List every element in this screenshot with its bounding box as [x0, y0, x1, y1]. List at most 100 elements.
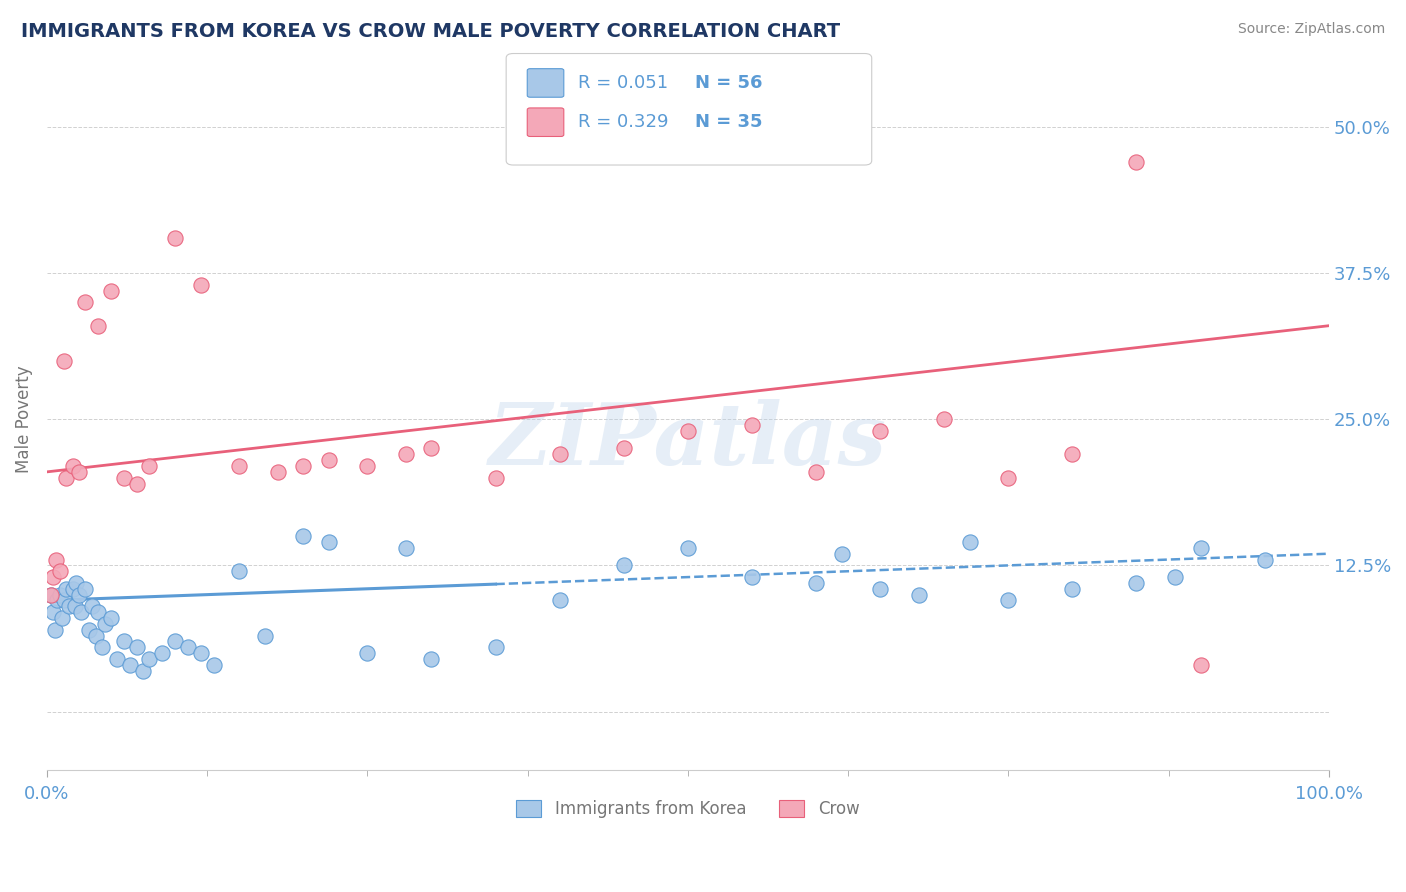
Point [1125, 155, 1147, 169]
Text: Source: ZipAtlas.com: Source: ZipAtlas.com [1237, 22, 1385, 37]
Point [80, 599, 103, 614]
Point [112, 471, 135, 485]
Point [138, 652, 160, 666]
Text: R = 0.051: R = 0.051 [578, 74, 668, 92]
Point [77, 623, 100, 637]
Point [318, 453, 340, 467]
Point [42, 570, 65, 584]
Point [138, 458, 160, 473]
Point [934, 412, 956, 426]
Point [869, 424, 891, 438]
Point [63, 599, 86, 614]
Point [741, 570, 763, 584]
Point [1125, 576, 1147, 591]
Point [84, 628, 107, 642]
Point [676, 424, 699, 438]
Point [997, 593, 1019, 607]
Point [266, 465, 288, 479]
Point [93, 616, 115, 631]
Point [676, 541, 699, 555]
Point [318, 535, 340, 549]
Point [45, 552, 67, 566]
Point [356, 458, 378, 473]
Point [190, 646, 212, 660]
Point [91, 640, 114, 655]
Point [202, 657, 225, 672]
Point [58, 599, 80, 614]
Point [1189, 657, 1212, 672]
Point [70, 605, 93, 619]
Point [997, 471, 1019, 485]
Point [65, 576, 87, 591]
Point [112, 634, 135, 648]
Point [804, 576, 827, 591]
Point [1062, 447, 1084, 461]
Point [100, 611, 122, 625]
Point [1164, 570, 1187, 584]
Point [1253, 552, 1275, 566]
Point [395, 447, 418, 461]
Point [125, 476, 148, 491]
Point [484, 640, 506, 655]
Point [253, 628, 276, 642]
Point [1189, 541, 1212, 555]
Point [150, 646, 173, 660]
Point [48, 564, 70, 578]
Point [177, 640, 200, 655]
Text: ZIPatlas: ZIPatlas [489, 399, 887, 482]
Point [67, 588, 90, 602]
Point [39, 588, 62, 602]
Point [292, 458, 315, 473]
Point [420, 442, 443, 456]
Point [39, 588, 62, 602]
Y-axis label: Male Poverty: Male Poverty [15, 366, 32, 473]
Point [869, 582, 891, 596]
Point [125, 640, 148, 655]
Point [395, 541, 418, 555]
Point [1062, 582, 1084, 596]
Point [52, 353, 75, 368]
Point [356, 646, 378, 660]
Point [165, 231, 187, 245]
Point [548, 593, 571, 607]
Point [165, 634, 187, 648]
Point [75, 295, 97, 310]
Text: R = 0.329: R = 0.329 [578, 113, 668, 131]
Point [62, 582, 84, 596]
Point [48, 588, 70, 602]
Point [55, 471, 77, 485]
Text: IMMIGRANTS FROM KOREA VS CROW MALE POVERTY CORRELATION CHART: IMMIGRANTS FROM KOREA VS CROW MALE POVER… [21, 22, 841, 41]
Point [62, 458, 84, 473]
Point [75, 582, 97, 596]
Point [228, 458, 250, 473]
Point [613, 442, 636, 456]
Point [52, 593, 75, 607]
Point [190, 277, 212, 292]
Point [804, 465, 827, 479]
Point [55, 582, 77, 596]
Point [42, 605, 65, 619]
Point [959, 535, 981, 549]
Point [831, 547, 853, 561]
Point [44, 623, 66, 637]
Point [484, 471, 506, 485]
Text: N = 56: N = 56 [695, 74, 762, 92]
Point [105, 652, 128, 666]
Point [741, 418, 763, 433]
Point [100, 284, 122, 298]
Point [292, 529, 315, 543]
Text: N = 35: N = 35 [695, 113, 762, 131]
Point [120, 657, 142, 672]
Point [46, 593, 69, 607]
Point [907, 588, 929, 602]
Point [51, 611, 73, 625]
Point [613, 558, 636, 573]
Point [87, 318, 110, 333]
Point [548, 447, 571, 461]
Point [132, 664, 155, 678]
Point [87, 605, 110, 619]
Point [420, 652, 443, 666]
Legend: Immigrants from Korea, Crow: Immigrants from Korea, Crow [509, 793, 866, 825]
Point [67, 465, 90, 479]
Point [228, 564, 250, 578]
